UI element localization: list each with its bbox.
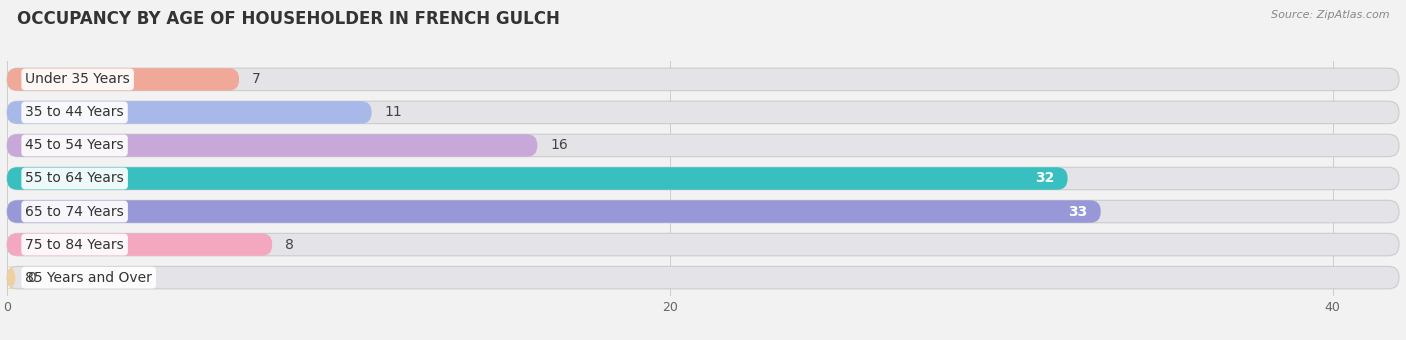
FancyBboxPatch shape bbox=[7, 200, 1399, 223]
FancyBboxPatch shape bbox=[7, 233, 273, 256]
FancyBboxPatch shape bbox=[7, 101, 1399, 124]
Text: 16: 16 bbox=[551, 138, 568, 152]
Text: Source: ZipAtlas.com: Source: ZipAtlas.com bbox=[1271, 10, 1389, 20]
Text: 0: 0 bbox=[27, 271, 35, 285]
Text: 55 to 64 Years: 55 to 64 Years bbox=[25, 171, 124, 186]
FancyBboxPatch shape bbox=[7, 68, 239, 90]
FancyBboxPatch shape bbox=[7, 200, 1101, 223]
Text: 7: 7 bbox=[252, 72, 262, 86]
Text: 33: 33 bbox=[1069, 205, 1087, 219]
FancyBboxPatch shape bbox=[7, 233, 1399, 256]
FancyBboxPatch shape bbox=[7, 167, 1067, 190]
Text: OCCUPANCY BY AGE OF HOUSEHOLDER IN FRENCH GULCH: OCCUPANCY BY AGE OF HOUSEHOLDER IN FRENC… bbox=[17, 10, 560, 28]
Text: 85 Years and Over: 85 Years and Over bbox=[25, 271, 152, 285]
FancyBboxPatch shape bbox=[7, 134, 537, 157]
Text: 35 to 44 Years: 35 to 44 Years bbox=[25, 105, 124, 119]
Text: 65 to 74 Years: 65 to 74 Years bbox=[25, 205, 124, 219]
Text: 8: 8 bbox=[285, 238, 294, 252]
FancyBboxPatch shape bbox=[7, 267, 1399, 289]
Text: 11: 11 bbox=[385, 105, 402, 119]
FancyBboxPatch shape bbox=[7, 167, 1399, 190]
Text: 75 to 84 Years: 75 to 84 Years bbox=[25, 238, 124, 252]
FancyBboxPatch shape bbox=[7, 134, 1399, 157]
FancyBboxPatch shape bbox=[7, 101, 371, 124]
Text: Under 35 Years: Under 35 Years bbox=[25, 72, 129, 86]
FancyBboxPatch shape bbox=[4, 267, 18, 289]
Text: 45 to 54 Years: 45 to 54 Years bbox=[25, 138, 124, 152]
Text: 32: 32 bbox=[1035, 171, 1054, 186]
FancyBboxPatch shape bbox=[7, 68, 1399, 90]
